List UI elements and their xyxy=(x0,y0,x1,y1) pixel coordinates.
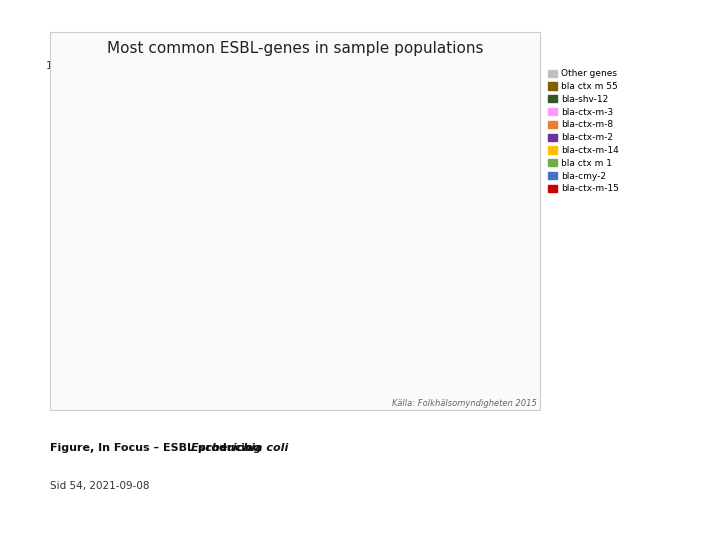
Bar xyxy=(415,119,450,125)
Bar xyxy=(228,95,263,156)
Bar xyxy=(478,204,513,367)
Bar xyxy=(291,104,325,119)
Bar xyxy=(353,95,387,110)
Bar xyxy=(415,201,450,240)
Bar xyxy=(291,95,325,104)
Bar xyxy=(415,65,450,89)
Bar xyxy=(103,216,138,219)
Bar xyxy=(353,131,387,156)
Bar xyxy=(478,177,513,204)
Bar xyxy=(166,65,200,80)
Bar xyxy=(103,288,138,361)
Bar xyxy=(415,240,450,367)
Bar xyxy=(478,80,513,89)
Bar xyxy=(166,364,200,367)
Bar xyxy=(103,116,138,122)
Bar xyxy=(228,89,263,95)
Bar xyxy=(478,95,513,110)
Bar xyxy=(353,156,387,367)
Bar xyxy=(353,125,387,131)
Bar xyxy=(103,107,138,116)
Bar xyxy=(103,92,138,107)
Bar xyxy=(103,219,138,288)
Bar xyxy=(103,361,138,367)
Bar xyxy=(415,113,450,119)
Bar xyxy=(478,89,513,95)
Bar xyxy=(103,156,138,216)
Bar xyxy=(103,65,138,92)
Bar xyxy=(291,65,325,89)
Text: Sid 54, 2021-09-08: Sid 54, 2021-09-08 xyxy=(50,481,150,491)
Bar xyxy=(166,80,200,364)
Text: Escherichia coli: Escherichia coli xyxy=(191,443,288,453)
Bar xyxy=(228,80,263,89)
Bar xyxy=(478,65,513,80)
Bar xyxy=(415,165,450,201)
Bar xyxy=(291,177,325,213)
Bar xyxy=(228,337,263,367)
Bar xyxy=(353,119,387,125)
Bar xyxy=(478,110,513,177)
Bar xyxy=(291,89,325,95)
Bar xyxy=(103,122,138,156)
Bar xyxy=(228,156,263,337)
Bar xyxy=(291,119,325,177)
Text: Most common ESBL-genes in sample populations: Most common ESBL-genes in sample populat… xyxy=(107,40,483,56)
Bar xyxy=(228,65,263,80)
Text: Källa: Folkhälsomyndigheten 2015: Källa: Folkhälsomyndigheten 2015 xyxy=(392,399,536,408)
Text: Figure, In Focus – ESBL producing: Figure, In Focus – ESBL producing xyxy=(50,443,265,453)
Legend: Other genes, bla ctx m 55, bla-shv-12, bla-ctx-m-3, bla-ctx-m-8, bla-ctx-m-2, bl: Other genes, bla ctx m 55, bla-shv-12, b… xyxy=(548,69,618,193)
Bar xyxy=(415,95,450,113)
Bar xyxy=(291,228,325,367)
Bar xyxy=(353,110,387,119)
Bar xyxy=(415,125,450,165)
Bar xyxy=(291,213,325,228)
Bar xyxy=(415,89,450,95)
